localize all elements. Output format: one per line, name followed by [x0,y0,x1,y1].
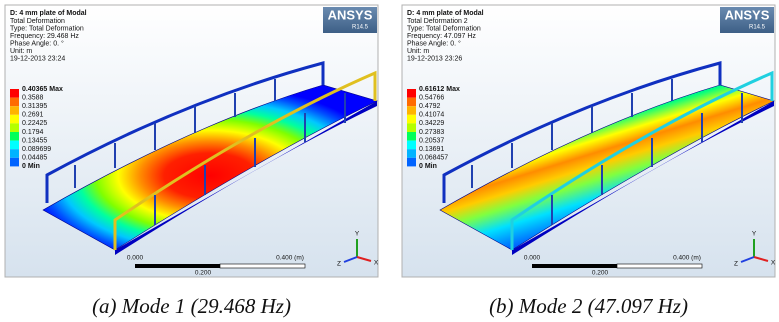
legend-swatch [407,89,416,98]
legend-label: 0.13691 [419,146,444,153]
legend-label: 0.41074 [419,112,444,119]
legend-swatch [10,115,19,124]
header-line: Total Deformation [10,18,65,25]
axis-y-label: Y [355,231,360,238]
header-line: Frequency: 47.097 Hz [407,33,476,40]
legend-swatch [10,106,19,115]
legend-swatch [407,149,416,158]
caption: (a) Mode 1 (29.468 Hz) [92,294,291,318]
header-line: Frequency: 29.468 Hz [10,33,79,40]
axis-x-label: X [374,260,379,267]
legend-swatch [407,106,416,115]
header-line: Unit: m [10,48,32,55]
header-line: 19-12-2013 23:26 [407,55,462,62]
axis-z-label: Z [337,261,341,268]
logo-version: R14.5 [749,25,766,31]
legend-label: 0.40365 Max [22,86,63,93]
logo-version: R14.5 [352,25,369,31]
axis-z-label: Z [734,261,738,268]
legend-label: 0.2691 [22,112,44,119]
legend-label: 0.068457 [419,155,448,162]
caption: (b) Mode 2 (47.097 Hz) [489,294,688,318]
legend-label: 0.3588 [22,94,44,101]
legend-label: 0.31395 [22,103,47,110]
legend-label: 0 Min [22,163,40,170]
legend-label: 0.61612 Max [419,86,460,93]
header-title: D: 4 mm plate of Modal [10,10,87,17]
scale-start: 0.000 [127,255,144,262]
legend-label: 0.22425 [22,120,47,127]
legend-swatch [10,123,19,132]
legend-swatch [407,98,416,107]
scale-mid: 0.200 [592,270,609,277]
logo-name: ANSYS [725,7,770,22]
legend-swatch [10,149,19,158]
legend-label: 0.13455 [22,137,47,144]
header-line: Total Deformation 2 [407,18,468,25]
logo-name: ANSYS [328,7,373,22]
legend-swatch [10,141,19,150]
header-line: Phase Angle: 0. ° [407,39,461,47]
legend-label: 0.34229 [419,120,444,127]
scale-end: 0.400 (m) [276,255,304,262]
header-line: Type: Total Deformation [407,25,481,32]
legend-swatch [407,158,416,167]
header-line: Type: Total Deformation [10,25,84,32]
header-title: D: 4 mm plate of Modal [407,10,484,17]
legend-label: 0.04485 [22,155,47,162]
legend-swatch [407,123,416,132]
legend-swatch [10,98,19,107]
header-line: 19-12-2013 23:24 [10,55,65,62]
legend-label: 0.1794 [22,129,44,136]
scale-bar-black [135,264,220,268]
scale-bar-white [617,264,702,268]
legend-label: 0.54766 [419,94,444,101]
header-line: Unit: m [407,48,429,55]
figure: D: 4 mm plate of ModalTotal DeformationT… [0,0,779,322]
legend-label: 0.089699 [22,146,51,153]
legend-swatch [10,132,19,141]
legend-swatch [407,141,416,150]
scale-bar-black [532,264,617,268]
legend-label: 0.20537 [419,137,444,144]
legend-swatch [10,89,19,98]
legend-swatch [407,132,416,141]
scale-end: 0.400 (m) [673,255,701,262]
legend-swatch [407,115,416,124]
legend-label: 0.4792 [419,103,441,110]
axis-x-label: X [771,260,776,267]
scale-bar-white [220,264,305,268]
axis-y-label: Y [752,231,757,238]
legend-label: 0 Min [419,163,437,170]
legend-label: 0.27383 [419,129,444,136]
header-line: Phase Angle: 0. ° [10,39,64,47]
legend-swatch [10,158,19,167]
scale-start: 0.000 [524,255,541,262]
scale-mid: 0.200 [195,270,212,277]
